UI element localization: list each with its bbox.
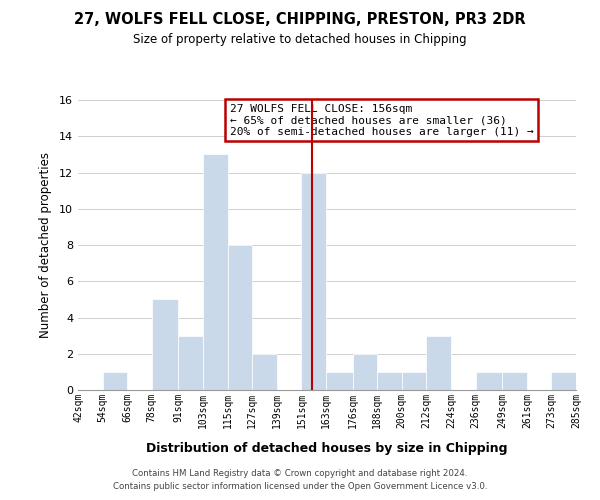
Bar [227,245,252,390]
Bar [301,172,326,390]
Bar [178,336,203,390]
Text: 27 WOLFS FELL CLOSE: 156sqm
← 65% of detached houses are smaller (36)
20% of sem: 27 WOLFS FELL CLOSE: 156sqm ← 65% of det… [230,104,533,137]
Y-axis label: Number of detached properties: Number of detached properties [39,152,52,338]
Text: Contains HM Land Registry data © Crown copyright and database right 2024.: Contains HM Land Registry data © Crown c… [132,468,468,477]
Bar [377,372,402,390]
X-axis label: Distribution of detached houses by size in Chipping: Distribution of detached houses by size … [146,442,508,455]
Bar [252,354,277,390]
Bar [402,372,427,390]
Bar [203,154,227,390]
Bar [476,372,502,390]
Text: 27, WOLFS FELL CLOSE, CHIPPING, PRESTON, PR3 2DR: 27, WOLFS FELL CLOSE, CHIPPING, PRESTON,… [74,12,526,28]
Text: Contains public sector information licensed under the Open Government Licence v3: Contains public sector information licen… [113,482,487,491]
Bar [152,300,178,390]
Text: Size of property relative to detached houses in Chipping: Size of property relative to detached ho… [133,32,467,46]
Bar [326,372,353,390]
Bar [103,372,127,390]
Bar [551,372,576,390]
Bar [427,336,451,390]
Bar [502,372,527,390]
Bar [353,354,377,390]
